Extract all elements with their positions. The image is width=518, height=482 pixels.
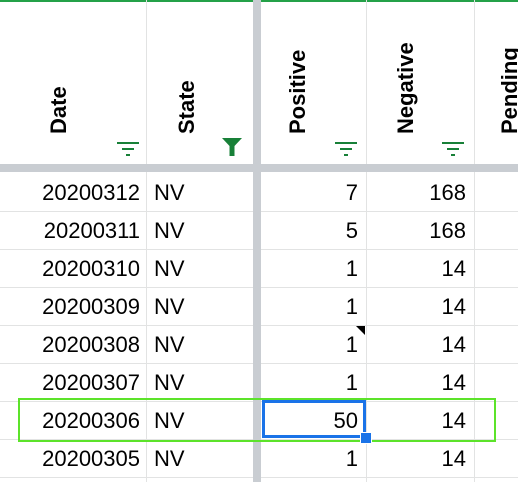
cell-positive[interactable]: 1 <box>345 446 358 471</box>
cell-negative[interactable]: 14 <box>441 294 466 319</box>
cell-positive[interactable]: 1 <box>345 256 358 281</box>
table-row[interactable]: 20200306 NV 50 14 <box>0 402 518 440</box>
cell-positive[interactable]: 1 <box>345 294 358 319</box>
filter-icon[interactable] <box>335 142 357 156</box>
cell-date[interactable]: 20200310 <box>42 256 140 281</box>
table-row[interactable]: 20200312 NV 7 168 <box>0 174 518 212</box>
cell-date[interactable]: 20200309 <box>42 294 140 319</box>
header-negative-label: Negative <box>393 42 418 134</box>
cell-negative[interactable]: 168 <box>429 180 466 205</box>
cell-state[interactable]: NV <box>154 446 185 471</box>
cell-state[interactable]: NV <box>154 370 185 395</box>
table-row[interactable]: 20200305 NV 1 14 <box>0 440 518 478</box>
filter-icon[interactable] <box>442 142 464 156</box>
cell-state[interactable]: NV <box>154 256 185 281</box>
column-divider <box>366 0 367 482</box>
frozen-column-divider[interactable] <box>253 0 261 482</box>
header-negative[interactable]: Negative <box>367 2 474 164</box>
cell-negative[interactable]: 14 <box>441 332 466 357</box>
cell-date[interactable]: 20200305 <box>42 446 140 471</box>
cell-state[interactable]: NV <box>154 332 185 357</box>
header-positive-label: Positive <box>285 49 310 134</box>
active-cell-selection[interactable] <box>262 400 366 438</box>
filter-active-icon[interactable] <box>222 138 242 156</box>
cell-date[interactable]: 20200312 <box>42 180 140 205</box>
cell-state[interactable]: NV <box>154 218 185 243</box>
cell-date[interactable]: 20200307 <box>42 370 140 395</box>
cell-positive[interactable]: 50 <box>333 408 358 433</box>
cell-positive[interactable]: 1 <box>345 370 358 395</box>
cell-date[interactable]: 20200306 <box>42 408 140 433</box>
cell-date[interactable]: 20200311 <box>43 218 140 243</box>
header-date-label: Date <box>46 86 71 134</box>
cell-state[interactable]: NV <box>154 294 185 319</box>
cell-positive[interactable]: 1 <box>345 332 358 357</box>
header-positive[interactable]: Positive <box>261 2 366 164</box>
header-pending-label: Pending <box>497 47 518 134</box>
header-state[interactable]: State <box>147 2 253 164</box>
header-pending[interactable]: Pending <box>475 2 518 164</box>
column-divider <box>146 0 147 482</box>
header-date[interactable]: Date <box>0 2 146 164</box>
comment-indicator[interactable] <box>356 326 365 335</box>
cell-state[interactable]: NV <box>154 180 185 205</box>
cell-negative[interactable]: 14 <box>441 408 466 433</box>
cell-positive[interactable]: 7 <box>345 180 358 205</box>
fill-handle[interactable] <box>360 432 372 444</box>
cell-state[interactable]: NV <box>154 408 185 433</box>
filter-icon[interactable] <box>117 142 139 156</box>
cell-positive[interactable]: 5 <box>345 218 358 243</box>
header-state-label: State <box>174 80 199 134</box>
cell-negative[interactable]: 14 <box>441 256 466 281</box>
cell-negative[interactable]: 168 <box>429 218 466 243</box>
cell-date[interactable]: 20200308 <box>42 332 140 357</box>
column-divider <box>474 0 475 482</box>
cell-negative[interactable]: 14 <box>441 446 466 471</box>
cell-negative[interactable]: 14 <box>441 370 466 395</box>
